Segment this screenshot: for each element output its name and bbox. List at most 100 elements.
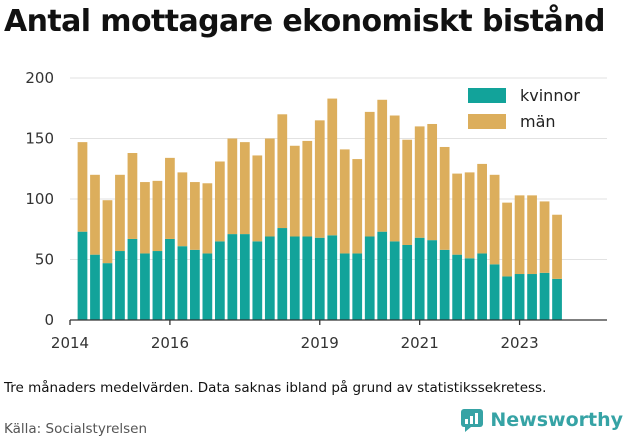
bar-man bbox=[115, 174, 125, 252]
bar-kvinnor bbox=[190, 249, 200, 320]
bar-kvinnor bbox=[140, 253, 150, 320]
bar-man bbox=[527, 195, 537, 275]
bars bbox=[77, 98, 562, 320]
bar-kvinnor bbox=[539, 272, 550, 320]
bar-kvinnor bbox=[202, 253, 213, 320]
bar-kvinnor bbox=[152, 251, 163, 320]
bar-man bbox=[514, 195, 525, 275]
bar-man bbox=[389, 115, 400, 242]
legend-swatch-man bbox=[468, 114, 506, 129]
x-tick-label: 2023 bbox=[500, 334, 538, 352]
chart-caption: Tre månaders medelvärden. Data saknas ib… bbox=[4, 380, 547, 396]
bar-kvinnor bbox=[427, 240, 438, 320]
y-tick-label: 0 bbox=[44, 311, 54, 329]
bar-kvinnor bbox=[165, 238, 175, 320]
bar-kvinnor bbox=[464, 258, 475, 320]
bar-kvinnor bbox=[327, 235, 338, 320]
bar-man bbox=[414, 126, 425, 238]
bar-kvinnor bbox=[102, 263, 113, 320]
bar-man bbox=[364, 111, 375, 237]
bar-man bbox=[352, 159, 363, 254]
bar-kvinnor bbox=[289, 236, 300, 320]
bar-man bbox=[377, 99, 388, 232]
bar-man bbox=[452, 173, 463, 255]
bar-kvinnor bbox=[302, 236, 313, 320]
bar-kvinnor bbox=[452, 254, 463, 320]
bar-man bbox=[190, 182, 200, 250]
legend-swatch-kvinnor bbox=[468, 88, 506, 103]
bar-kvinnor bbox=[239, 234, 250, 320]
y-tick-label: 50 bbox=[35, 251, 54, 269]
bar-kvinnor bbox=[115, 251, 125, 320]
bar-man bbox=[339, 149, 350, 254]
newsworthy-logo-icon bbox=[461, 409, 484, 432]
bar-man bbox=[202, 183, 213, 254]
x-axis: 2014 2016 2019 2021 2023 bbox=[51, 319, 607, 352]
bar-man bbox=[327, 98, 338, 236]
brand-logo: Newsworthy bbox=[460, 408, 623, 432]
bar-man bbox=[127, 153, 138, 239]
bar-man bbox=[77, 142, 88, 232]
bar-man bbox=[314, 120, 325, 238]
bar-man bbox=[90, 174, 100, 255]
bar-kvinnor bbox=[177, 246, 188, 320]
bar-man bbox=[177, 172, 188, 247]
bar-man bbox=[489, 174, 500, 265]
bar-kvinnor bbox=[389, 241, 400, 320]
grid-lines bbox=[70, 77, 607, 260]
bar-kvinnor bbox=[514, 274, 525, 320]
bar-man bbox=[264, 138, 275, 237]
bar-man bbox=[552, 214, 562, 279]
bar-kvinnor bbox=[264, 236, 275, 320]
bar-man bbox=[464, 172, 475, 259]
chart-source: Källa: Socialstyrelsen bbox=[4, 421, 148, 437]
y-tick-label: 150 bbox=[25, 130, 54, 148]
bar-man bbox=[502, 202, 512, 277]
bar-kvinnor bbox=[477, 253, 487, 320]
y-tick-label: 200 bbox=[25, 69, 54, 87]
y-axis: 0 50 100 150 200 bbox=[25, 69, 54, 329]
bar-man bbox=[152, 180, 163, 252]
x-tick-label: 2021 bbox=[401, 334, 439, 352]
legend-label-man: män bbox=[520, 112, 556, 131]
bar-man bbox=[140, 182, 150, 254]
bar-man bbox=[165, 157, 175, 239]
legend-label-kvinnor: kvinnor bbox=[520, 86, 580, 105]
bar-kvinnor bbox=[277, 228, 288, 320]
bar-kvinnor bbox=[90, 254, 100, 320]
bar-kvinnor bbox=[414, 237, 425, 320]
bar-man bbox=[227, 138, 238, 235]
legend: kvinnor män bbox=[468, 86, 580, 131]
bar-man bbox=[477, 163, 487, 254]
bar-man bbox=[102, 200, 113, 264]
bar-kvinnor bbox=[127, 238, 138, 320]
bar-man bbox=[427, 123, 438, 241]
bar-kvinnor bbox=[502, 276, 512, 320]
bar-kvinnor bbox=[489, 264, 500, 320]
bar-kvinnor bbox=[377, 231, 388, 320]
x-tick-label: 2019 bbox=[301, 334, 339, 352]
bar-kvinnor bbox=[227, 234, 238, 320]
bar-man bbox=[539, 201, 550, 273]
bar-man bbox=[239, 142, 250, 235]
stacked-bar-chart: 2014 2016 2019 2021 2023 0 50 100 150 200 kvinno… bbox=[25, 69, 607, 352]
x-tick-label: 2016 bbox=[151, 334, 189, 352]
bar-kvinnor bbox=[402, 244, 413, 320]
bar-kvinnor bbox=[352, 253, 363, 320]
page-title: Antal mottagare ekonomiskt bistånd bbox=[4, 4, 605, 39]
bar-kvinnor bbox=[77, 231, 88, 320]
bar-man bbox=[439, 146, 450, 250]
bar-kvinnor bbox=[339, 253, 350, 320]
bar-kvinnor bbox=[214, 241, 225, 320]
bar-kvinnor bbox=[527, 274, 537, 320]
bar-kvinnor bbox=[439, 249, 450, 320]
y-tick-label: 100 bbox=[25, 190, 54, 208]
bar-man bbox=[252, 155, 263, 242]
bar-kvinnor bbox=[364, 236, 375, 320]
x-tick-label: 2014 bbox=[51, 334, 89, 352]
bar-kvinnor bbox=[252, 241, 263, 320]
bar-man bbox=[302, 140, 313, 237]
bar-kvinnor bbox=[552, 278, 562, 320]
bar-man bbox=[277, 114, 288, 229]
bar-man bbox=[402, 139, 413, 245]
